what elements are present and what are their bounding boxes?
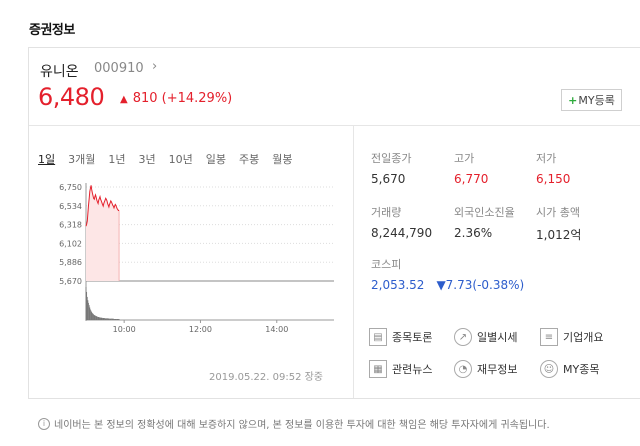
y-tick-label: 6,318 — [59, 221, 82, 230]
pie-icon: ◔ — [454, 360, 472, 378]
chevron-right-icon[interactable]: › — [152, 59, 158, 74]
user-icon: ☺ — [540, 360, 558, 378]
low-label: 저가 — [536, 152, 557, 165]
prev-close-label: 전일종가 — [371, 152, 412, 165]
stock-panel — [28, 47, 640, 399]
chart-volume — [85, 287, 120, 320]
section-title: 증권정보 — [29, 23, 75, 38]
prev-close-block: 전일종가 5,670 — [371, 150, 411, 186]
news-link[interactable]: ▦ 관련뉴스 — [369, 360, 432, 378]
chart-icon: ▤ — [369, 328, 387, 346]
up-arrow-icon: ▲ — [120, 94, 128, 105]
price-area — [86, 185, 120, 281]
low-block: 저가 6,150 — [536, 150, 570, 186]
price-change-value: 810 (+14.29%) — [132, 91, 233, 106]
finance-link[interactable]: ◔ 재무정보 — [454, 360, 517, 378]
tab-3month[interactable]: 3개월 — [68, 153, 96, 166]
disclaimer-text: 네이버는 본 정보의 정확성에 대해 보증하지 않으며, 본 정보를 이용한 투… — [54, 420, 550, 431]
forum-link-label: 종목토론 — [392, 331, 433, 344]
disclaimer: i 네이버는 본 정보의 정확성에 대해 보증하지 않으며, 본 정보를 이용한 … — [38, 416, 550, 431]
y-tick-label: 6,102 — [59, 239, 82, 248]
kospi-value: 2,053.52 — [371, 278, 425, 292]
company-overview-link[interactable]: ≡ 기업개요 — [540, 328, 603, 346]
high-block: 고가 6,770 — [454, 150, 488, 186]
my-stocks-link[interactable]: ☺ MY종목 — [540, 360, 599, 378]
news-icon: ▦ — [369, 360, 387, 378]
panel-divider — [29, 125, 640, 126]
x-tick-label: 14:00 — [265, 325, 288, 334]
tab-1day[interactable]: 1일 — [38, 153, 56, 166]
market-cap-block: 시가 총액 1,012억 — [536, 204, 581, 243]
high-value: 6,770 — [454, 172, 489, 186]
document-icon: ≡ — [540, 328, 558, 346]
current-price: 6,480 — [38, 83, 105, 111]
volume-value: 8,244,790 — [371, 226, 433, 240]
low-value: 6,150 — [536, 172, 571, 186]
daily-price-link[interactable]: ↗ 일별시세 — [454, 328, 517, 346]
chart-grid — [85, 183, 334, 321]
y-tick-label: 5,670 — [59, 277, 82, 286]
prev-close-value: 5,670 — [371, 172, 406, 186]
tab-3year[interactable]: 3년 — [138, 153, 156, 166]
chart-x-ticks: 10:00 12:00 14:00 — [113, 320, 288, 334]
foreign-label: 외국인소진율 — [454, 206, 515, 219]
company-overview-link-label: 기업개요 — [563, 331, 604, 344]
trend-icon: ↗ — [454, 328, 472, 346]
tab-daily-candle[interactable]: 일봉 — [205, 153, 226, 166]
price-change: ▲ 810 (+14.29%) — [120, 91, 232, 106]
tab-monthly-candle[interactable]: 월봉 — [272, 153, 293, 166]
chart-divider — [353, 126, 354, 398]
finance-link-label: 재무정보 — [477, 363, 518, 376]
market-cap-label: 시가 총액 — [536, 206, 580, 219]
news-link-label: 관련뉴스 — [392, 363, 433, 376]
volume-block: 거래량 8,244,790 — [371, 204, 432, 240]
y-tick-label: 6,750 — [59, 183, 82, 192]
kospi-change: ▼7.73(-0.38%) — [436, 278, 525, 292]
y-tick-label: 5,886 — [59, 258, 82, 267]
my-stocks-link-label: MY종목 — [563, 363, 600, 376]
kospi-values: 2,053.52 ▼7.73(-0.38%) — [371, 278, 524, 292]
x-tick-label: 10:00 — [113, 325, 136, 334]
my-register-label: MY등록 — [578, 94, 615, 107]
y-tick-label: 6,534 — [59, 202, 82, 211]
foreign-value: 2.36% — [454, 226, 493, 240]
kospi-label: 코스피 — [371, 258, 402, 271]
plus-icon: + — [568, 93, 578, 107]
price-line — [85, 185, 120, 227]
timestamp: 2019.05.22. 09:52 장중 — [209, 372, 324, 383]
stock-code[interactable]: 000910 — [94, 61, 144, 76]
period-tabs: 1일 3개월 1년 3년 10년 일봉 주봉 월봉 — [38, 151, 306, 167]
tab-weekly-candle[interactable]: 주봉 — [239, 153, 260, 166]
chart-area — [85, 185, 120, 281]
x-tick-label: 12:00 — [189, 325, 212, 334]
foreign-block: 외국인소진율 2.36% — [454, 204, 515, 240]
tab-10year[interactable]: 10년 — [168, 153, 193, 166]
chart-y-ticks: 6,750 6,534 6,318 6,102 5,886 5,670 — [59, 183, 82, 286]
daily-price-link-label: 일별시세 — [477, 331, 518, 344]
my-register-button[interactable]: + MY등록 — [561, 89, 622, 111]
forum-link[interactable]: ▤ 종목토론 — [369, 328, 432, 346]
info-icon: i — [38, 417, 50, 430]
stock-name[interactable]: 유니온 — [40, 64, 79, 80]
kospi-block: 코스피 2,053.52 ▼7.73(-0.38%) — [371, 256, 524, 292]
volume-label: 거래량 — [371, 206, 402, 219]
tab-1year[interactable]: 1년 — [108, 153, 126, 166]
market-cap-value: 1,012억 — [536, 228, 582, 242]
high-label: 고가 — [454, 152, 475, 165]
